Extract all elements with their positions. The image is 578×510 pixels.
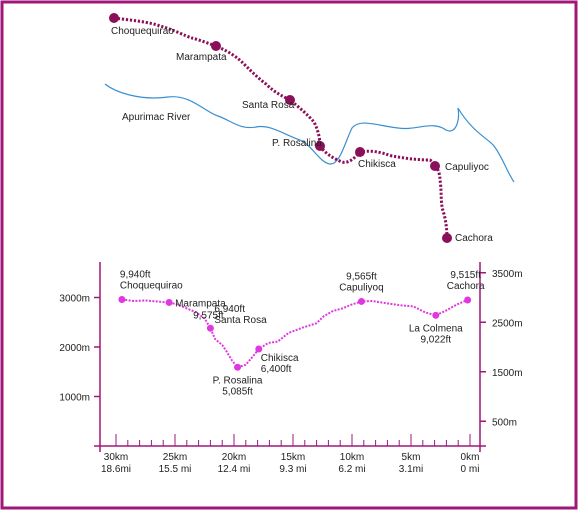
elevation-point-name: Marampata	[175, 298, 226, 309]
town-marampata: Marampata	[176, 41, 227, 63]
x-tick-label-km: 25km	[163, 452, 187, 463]
town-marker	[430, 161, 440, 171]
elevation-point-name: P. Rosalina	[213, 375, 263, 386]
town-cachora: Cachora	[442, 233, 493, 244]
town-label: Cachora	[455, 233, 493, 244]
x-tick-label-mi: 15.5 mi	[159, 464, 192, 475]
elevation-point	[165, 298, 173, 306]
town-marker	[315, 141, 325, 151]
x-tick-label-mi: 6.2 mi	[338, 464, 365, 475]
y-right-tick-label: 2500m	[492, 318, 523, 329]
town-label: Marampata	[176, 52, 227, 63]
town-choquequirao: Choquequirao	[109, 13, 174, 37]
elevation-point	[234, 363, 242, 371]
x-tick-label-mi: 9.3 mi	[279, 464, 306, 475]
chart-ticks	[94, 272, 486, 446]
town-label: Choquequirao	[111, 26, 174, 37]
town-marker	[109, 13, 119, 23]
town-santa-rosa: Santa Rosa	[242, 95, 295, 111]
elevation-point-name: Santa Rosa	[214, 315, 267, 326]
town-marker	[355, 147, 365, 157]
apurimac-river	[104, 83, 515, 183]
elevation-point	[464, 296, 472, 304]
elevation-point	[118, 295, 126, 303]
town-marker	[442, 233, 452, 243]
elevation-point-name: Capuliyoq	[339, 282, 383, 293]
elevation-point-name: La Colmena	[409, 323, 463, 334]
y-right-tick-label: 1500m	[492, 368, 523, 379]
map: Apurimac River Choquequirao Marampata Sa…	[104, 13, 515, 244]
y-right-tick-label: 3500m	[492, 269, 523, 280]
elevation-point-name: Cachora	[447, 281, 485, 292]
town-label: Santa Rosa	[242, 100, 295, 111]
elevation-point	[357, 297, 365, 305]
elevation-point-feet: 9,022ft	[420, 334, 451, 345]
elevation-point	[206, 324, 214, 332]
x-tick-label-mi: 3.1mi	[399, 464, 423, 475]
x-tick-label-mi: 18.6mi	[101, 464, 131, 475]
elevation-profile-line	[121, 298, 468, 369]
elevation-point	[432, 311, 440, 319]
x-tick-label-mi: 12.4 mi	[218, 464, 251, 475]
elevation-point-feet: 9,575ft	[193, 310, 224, 321]
elevation-point-feet: 9,940ft	[120, 269, 151, 280]
x-tick-label-km: 5km	[402, 452, 421, 463]
river-label: Apurimac River	[122, 112, 191, 123]
x-tick-label-km: 10km	[340, 452, 364, 463]
elevation-point-feet: 9,565ft	[346, 271, 377, 282]
town-label: Chikisca	[358, 159, 396, 170]
elevation-point-feet: 6,940ft	[214, 304, 245, 315]
chart-tick-labels: 3000m 2000m 1000m 3500m 2500m 1500m 500m 30km18…	[59, 269, 522, 475]
elevation-point-feet: 5,085ft	[222, 386, 253, 397]
town-marker	[285, 95, 295, 105]
y-right-tick-label: 500m	[492, 417, 517, 428]
x-tick-label-km: 15km	[281, 452, 305, 463]
elevation-point-feet: 6,400ft	[261, 364, 292, 375]
chart-axes	[94, 262, 486, 452]
elevation-profile-chart: 3000m 2000m 1000m 3500m 2500m 1500m 500m 30km18…	[59, 262, 523, 475]
town-marker	[211, 41, 221, 51]
x-tick-label-mi: 0 mi	[461, 464, 480, 475]
elevation-point-feet: 9,515ft	[450, 270, 481, 281]
town-capuliyoc: Capuliyoc	[430, 161, 489, 173]
town-p-rosalina: P. Rosalina	[272, 138, 325, 151]
elevation-point-name: Chikisca	[261, 353, 299, 364]
town-chikisca: Chikisca	[355, 147, 396, 170]
elevation-point-name: Choquequirao	[120, 280, 183, 291]
town-label: P. Rosalina	[272, 138, 322, 149]
y-left-tick-label: 2000m	[59, 343, 90, 354]
y-left-tick-label: 1000m	[59, 393, 90, 404]
x-tick-label-km: 0km	[461, 452, 480, 463]
elevation-point	[255, 345, 263, 353]
y-left-tick-label: 3000m	[59, 294, 90, 305]
x-tick-label-km: 20km	[222, 452, 246, 463]
town-label: Capuliyoc	[445, 162, 489, 173]
x-tick-label-km: 30km	[104, 452, 128, 463]
